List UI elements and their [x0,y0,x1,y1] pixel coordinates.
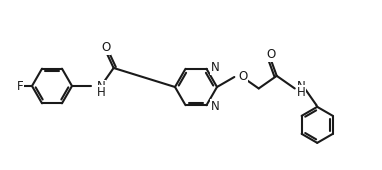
Text: H: H [297,86,306,99]
Text: O: O [267,48,276,61]
Text: O: O [101,41,110,54]
Text: N: N [210,61,219,74]
Text: O: O [238,70,248,82]
Text: F: F [17,80,23,92]
Text: H: H [97,86,106,98]
Text: N: N [297,80,306,93]
Text: N: N [97,81,106,94]
Text: N: N [210,100,219,113]
